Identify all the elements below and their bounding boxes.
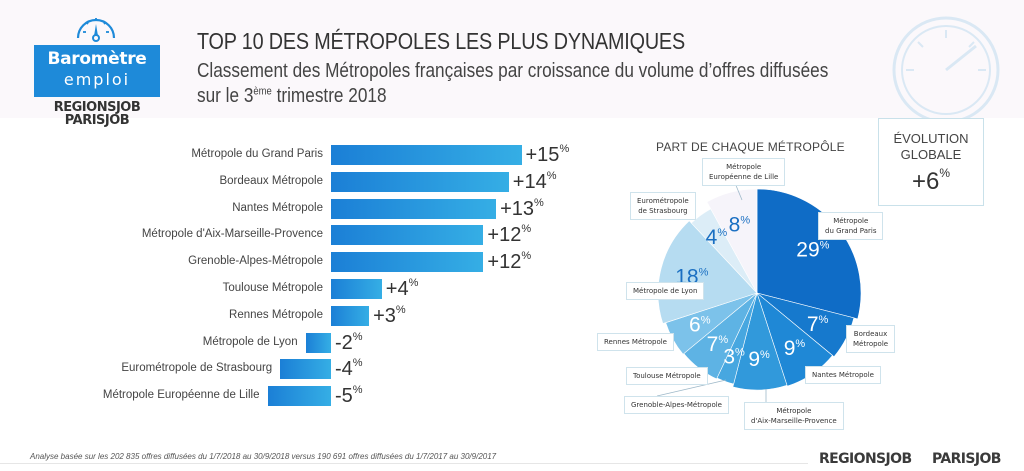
bar: [331, 145, 522, 165]
evolution-label-line2: GLOBALE: [900, 147, 962, 162]
pie-value-label: 8%: [729, 214, 751, 237]
pie-callout: Métropole Européenne de Lille: [702, 158, 786, 186]
logo-badge: Baromètre emploi: [34, 45, 160, 97]
pie-callout-line: Européenne de Lille: [709, 173, 779, 181]
pie-callout: Métropole de Lyon: [626, 282, 705, 300]
bar: [331, 198, 497, 219]
evolution-label: ÉVOLUTION GLOBALE: [879, 131, 983, 163]
header-band: [0, 0, 1024, 118]
pie-value-label: 6%: [689, 313, 711, 336]
gauge-watermark-icon: [892, 16, 1000, 118]
pie-callout-line: Grenoble-Alpes-Métropole: [631, 401, 722, 409]
page-subtitle-line2: sur le 3ème trimestre 2018: [197, 85, 387, 108]
pie-value-label: 7%: [707, 333, 729, 356]
bar-value-label: +14%: [512, 169, 557, 193]
bar-value-label: +4%: [385, 277, 419, 300]
subtitle-prefix: sur le 3: [197, 85, 254, 107]
page-title: TOP 10 DES MÉTROPOLES LES PLUS DYNAMIQUE…: [197, 28, 685, 54]
evolution-number: +6: [911, 168, 940, 195]
bar: [267, 386, 331, 407]
logo-brand-regionsjob: REGIONSJOB: [53, 100, 141, 115]
bar-category-label: Métropole d'Aix-Marseille-Provence: [141, 228, 323, 241]
footnote: Analyse basée sur les 202 835 offres dif…: [30, 452, 497, 461]
pie-callout-line: Rennes Métropole: [604, 338, 667, 346]
pie-callout-line: Eurométropole: [637, 197, 689, 205]
bar: [280, 359, 331, 380]
pie-slice: [732, 291, 788, 391]
pie-value-label: 9%: [748, 348, 770, 371]
pie-title: PART DE CHAQUE MÉTROPÔLE: [656, 140, 845, 154]
bar-value-label: +3%: [373, 303, 406, 327]
logo-brand-parisjob: PARISJOB: [64, 113, 130, 128]
subtitle-suffix: trimestre 2018: [271, 85, 387, 107]
bar-category-label: Métropole du Grand Paris: [191, 148, 323, 160]
pie-value-label: 29%: [796, 239, 829, 262]
bar-category-label: Métropole Européenne de Lille: [102, 389, 260, 402]
bar-category-label: Toulouse Métropole: [222, 282, 323, 294]
footer-brand-regionsjob: REGIONSJOB: [819, 451, 912, 467]
footer-brand-parisjob: PARISJOB: [932, 451, 1001, 467]
bar-value-label: -2%: [335, 330, 363, 354]
evolution-unit: %: [939, 166, 951, 180]
pie-value-label: 4%: [706, 226, 728, 249]
bar-value-label: +12%: [487, 250, 532, 274]
subtitle-sup: ème: [253, 85, 272, 98]
page-subtitle-line1: Classement des Métropoles françaises par…: [197, 60, 829, 82]
pie-callout-line: Métropole: [726, 163, 762, 171]
callout-leader-line: [656, 379, 727, 397]
bar-category-label: Bordeaux Métropole: [219, 174, 323, 187]
pie-slice: [706, 188, 758, 294]
bar-value-label: -4%: [335, 357, 363, 381]
bar: [331, 279, 382, 299]
pie-callout-line: Métropole: [776, 407, 812, 415]
bar: [331, 225, 484, 246]
bar-category-label: Grenoble-Alpes-Métropole: [188, 255, 323, 268]
pie-callout-line: Nantes Métropole: [812, 371, 874, 379]
pie-callout: Toulouse Métropole: [626, 367, 708, 385]
pie-callout: Métropole d'Aix-Marseille-Provence: [744, 402, 844, 430]
pie-callout: Bordeaux Métropole: [846, 325, 896, 353]
bar: [331, 252, 484, 273]
pie-callout: Grenoble-Alpes-Métropole: [624, 396, 729, 414]
pie-callout-line: Métropole: [853, 340, 889, 348]
bar-value-label: +13%: [500, 196, 544, 220]
bar-value-label: +12%: [487, 223, 532, 247]
bar: [305, 332, 331, 353]
pie-callout-line: d'Aix-Marseille-Provence: [751, 417, 837, 425]
pie-value-label: 9%: [784, 337, 806, 360]
logo-title: Baromètre: [47, 49, 147, 69]
bar-value-label: -5%: [335, 384, 363, 408]
pie-callout-line: Métropole: [833, 217, 869, 225]
gauge-icon: [76, 18, 116, 42]
pie-callout: Nantes Métropole: [805, 366, 881, 384]
pie-value-label: 3%: [723, 346, 745, 369]
pie-callout-line: Bordeaux: [853, 330, 888, 338]
pie-callout-line: Toulouse Métropole: [633, 372, 701, 380]
pie-value-label: 7%: [807, 313, 829, 336]
global-evolution-box: ÉVOLUTION GLOBALE +6%: [878, 118, 984, 206]
bar-category-label: Eurométropole de Strasbourg: [121, 362, 273, 375]
pie-callout-line: Métropole de Lyon: [633, 287, 698, 295]
bar-category-label: Rennes Métropole: [229, 308, 323, 321]
bar-value-label: +15%: [525, 143, 570, 166]
footer-divider: [0, 463, 808, 464]
bar: [331, 171, 509, 192]
bar-category-label: Métropole de Lyon: [202, 335, 298, 348]
pie-callout-line: du Grand Paris: [825, 227, 877, 235]
logo-subtitle: emploi: [63, 70, 131, 89]
pie-callout: Eurométropole de Strasbourg: [630, 192, 696, 220]
evolution-value: +6%: [879, 166, 983, 196]
evolution-label-line1: ÉVOLUTION: [893, 131, 969, 146]
bar-category-label: Nantes Métropole: [232, 201, 323, 214]
pie-callout-line: de Strasbourg: [638, 207, 688, 215]
pie-callout: Métropole du Grand Paris: [818, 212, 884, 240]
bar: [331, 305, 370, 326]
pie-callout: Rennes Métropole: [597, 333, 674, 351]
